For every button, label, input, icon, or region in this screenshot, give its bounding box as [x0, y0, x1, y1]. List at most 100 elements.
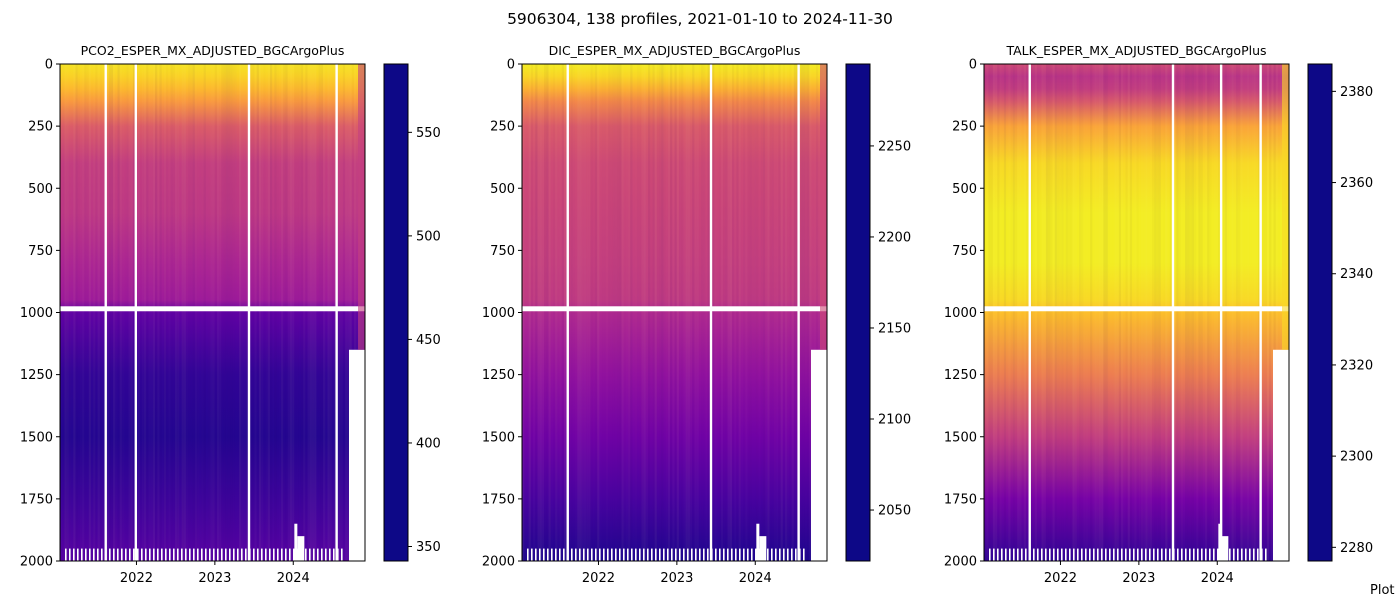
colorbar [846, 64, 870, 561]
missing-bottom-sample [309, 548, 311, 561]
profile-column [683, 64, 685, 561]
profile-column [1176, 64, 1179, 561]
profile-column [626, 64, 628, 561]
figure-title: 5906304, 138 profiles, 2021-01-10 to 202… [507, 10, 893, 28]
profile-column [657, 64, 659, 561]
missing-bottom-sample [121, 548, 123, 561]
missing-deep-step [759, 536, 767, 561]
profile-column [666, 64, 668, 561]
missing-bottom-sample [201, 548, 203, 561]
profile-column [1132, 64, 1134, 561]
profile-column [261, 64, 263, 561]
missing-bottom-sample [65, 548, 67, 561]
profile-column [800, 64, 803, 561]
profile-column [542, 64, 544, 561]
profile-column [289, 64, 293, 561]
profile-column [712, 64, 715, 561]
missing-bottom-sample [791, 548, 793, 561]
profile-column [1054, 64, 1057, 561]
profile-column [1059, 64, 1061, 561]
missing-bottom-sample [193, 548, 195, 561]
colorbar-tick-label: 2360 [1340, 176, 1373, 191]
profile-column [1163, 64, 1165, 561]
missing-bottom-sample [185, 548, 187, 561]
profile-column [647, 64, 651, 561]
profile-column [1053, 64, 1055, 561]
profile-column [582, 64, 584, 561]
missing-bottom-sample [209, 548, 211, 561]
profile-column [659, 64, 661, 561]
profile-column [243, 64, 245, 561]
colorbar-tick-label: 450 [416, 333, 441, 348]
profile-column [573, 64, 575, 561]
missing-bottom-sample [607, 548, 609, 561]
profile-column [1154, 64, 1157, 561]
profile-column [756, 64, 758, 561]
panel-talk: TALK_ESPER_MX_ADJUSTED_BGCArgoPlus 0 250 50… [944, 43, 1373, 586]
profile-column [1271, 64, 1274, 561]
profile-column [258, 64, 262, 561]
profile-column [1114, 64, 1117, 561]
colorbar-frame [383, 63, 409, 562]
profile-column [1086, 64, 1088, 561]
missing-bottom-sample [679, 548, 681, 561]
missing-bottom-sample [767, 548, 769, 561]
profile-column [95, 64, 97, 561]
missing-bottom-sample [775, 548, 777, 561]
profile-column [279, 64, 281, 561]
profile-column [643, 64, 646, 561]
profile-column [256, 64, 259, 561]
missing-bottom-sample [1085, 548, 1087, 561]
missing-bottom-sample [583, 548, 585, 561]
colorbar-tick-label: 2150 [878, 321, 911, 336]
colorbar-tick-label: 2280 [1340, 541, 1373, 556]
profile-column [767, 64, 770, 561]
profile-column [539, 64, 542, 561]
missing-deep-step [1218, 523, 1222, 561]
missing-bottom-sample [699, 548, 701, 561]
missing-bottom-sample [1149, 548, 1151, 561]
profile-column [190, 64, 192, 561]
missing-bottom-sample [783, 548, 785, 561]
profile-column [98, 64, 100, 561]
profile-column [705, 64, 707, 561]
profile-column [639, 64, 641, 561]
gap-line [1028, 64, 1031, 561]
y-tick-label: 1500 [944, 430, 977, 445]
missing-bottom-sample [165, 548, 167, 561]
missing-bottom-sample [595, 548, 597, 561]
profile-column [602, 64, 604, 561]
missing-bottom-sample [257, 548, 259, 561]
profile-column [120, 64, 122, 561]
profile-column [152, 64, 156, 561]
profile-column [546, 64, 549, 561]
y-tick-label: 2000 [944, 555, 977, 570]
missing-bottom-sample [623, 548, 625, 561]
profile-column [1064, 64, 1066, 561]
profile-column [588, 64, 590, 561]
profile-column [1148, 64, 1150, 561]
y-tick-label: 0 [507, 58, 515, 73]
missing-bottom-sample [125, 548, 127, 561]
profile-column [571, 64, 573, 561]
profile-column [1165, 64, 1168, 561]
profile-column [1251, 64, 1253, 561]
heatmap-field [522, 64, 827, 561]
profile-column [1145, 64, 1148, 561]
y-tick-label: 750 [490, 244, 515, 259]
y-tick-label: 500 [490, 182, 515, 197]
profile-column [227, 64, 231, 561]
missing-deep-data [1273, 349, 1289, 561]
missing-bottom-sample [695, 548, 697, 561]
final-profile [1282, 64, 1289, 350]
missing-bottom-sample [647, 548, 649, 561]
profile-column [1083, 64, 1085, 561]
profile-column [697, 64, 699, 561]
profile-column [641, 64, 643, 561]
profile-column [1236, 64, 1238, 561]
missing-bottom-sample [739, 548, 741, 561]
gap-line [1219, 64, 1223, 561]
profile-column [159, 64, 161, 561]
missing-bottom-sample [643, 548, 645, 561]
panel-title: DIC_ESPER_MX_ADJUSTED_BGCArgoPlus [549, 43, 801, 58]
